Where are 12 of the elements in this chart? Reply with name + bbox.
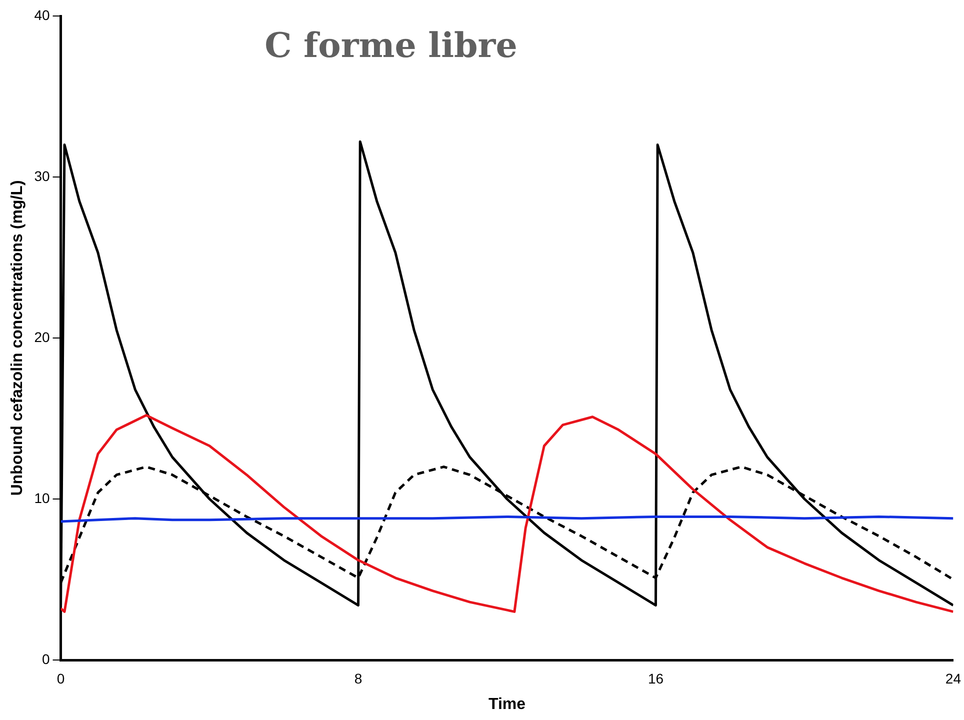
x-tick-label: 24	[945, 670, 962, 686]
y-tick-label: 20	[34, 328, 50, 345]
x-tick-label: 8	[354, 670, 362, 686]
y-tick-label: 10	[34, 490, 50, 506]
y-tick-label: 0	[42, 650, 50, 667]
x-tick-label: 16	[648, 670, 664, 686]
y-tick-label: 30	[34, 168, 50, 184]
x-tick-label: 0	[56, 670, 65, 686]
chart-title: C forme libre	[264, 26, 518, 66]
x-axis-title: Time	[488, 696, 526, 713]
y-axis-title: Unbound cefazolin concentrations (mg/L)	[9, 180, 26, 496]
y-tick-label: 40	[34, 6, 50, 23]
